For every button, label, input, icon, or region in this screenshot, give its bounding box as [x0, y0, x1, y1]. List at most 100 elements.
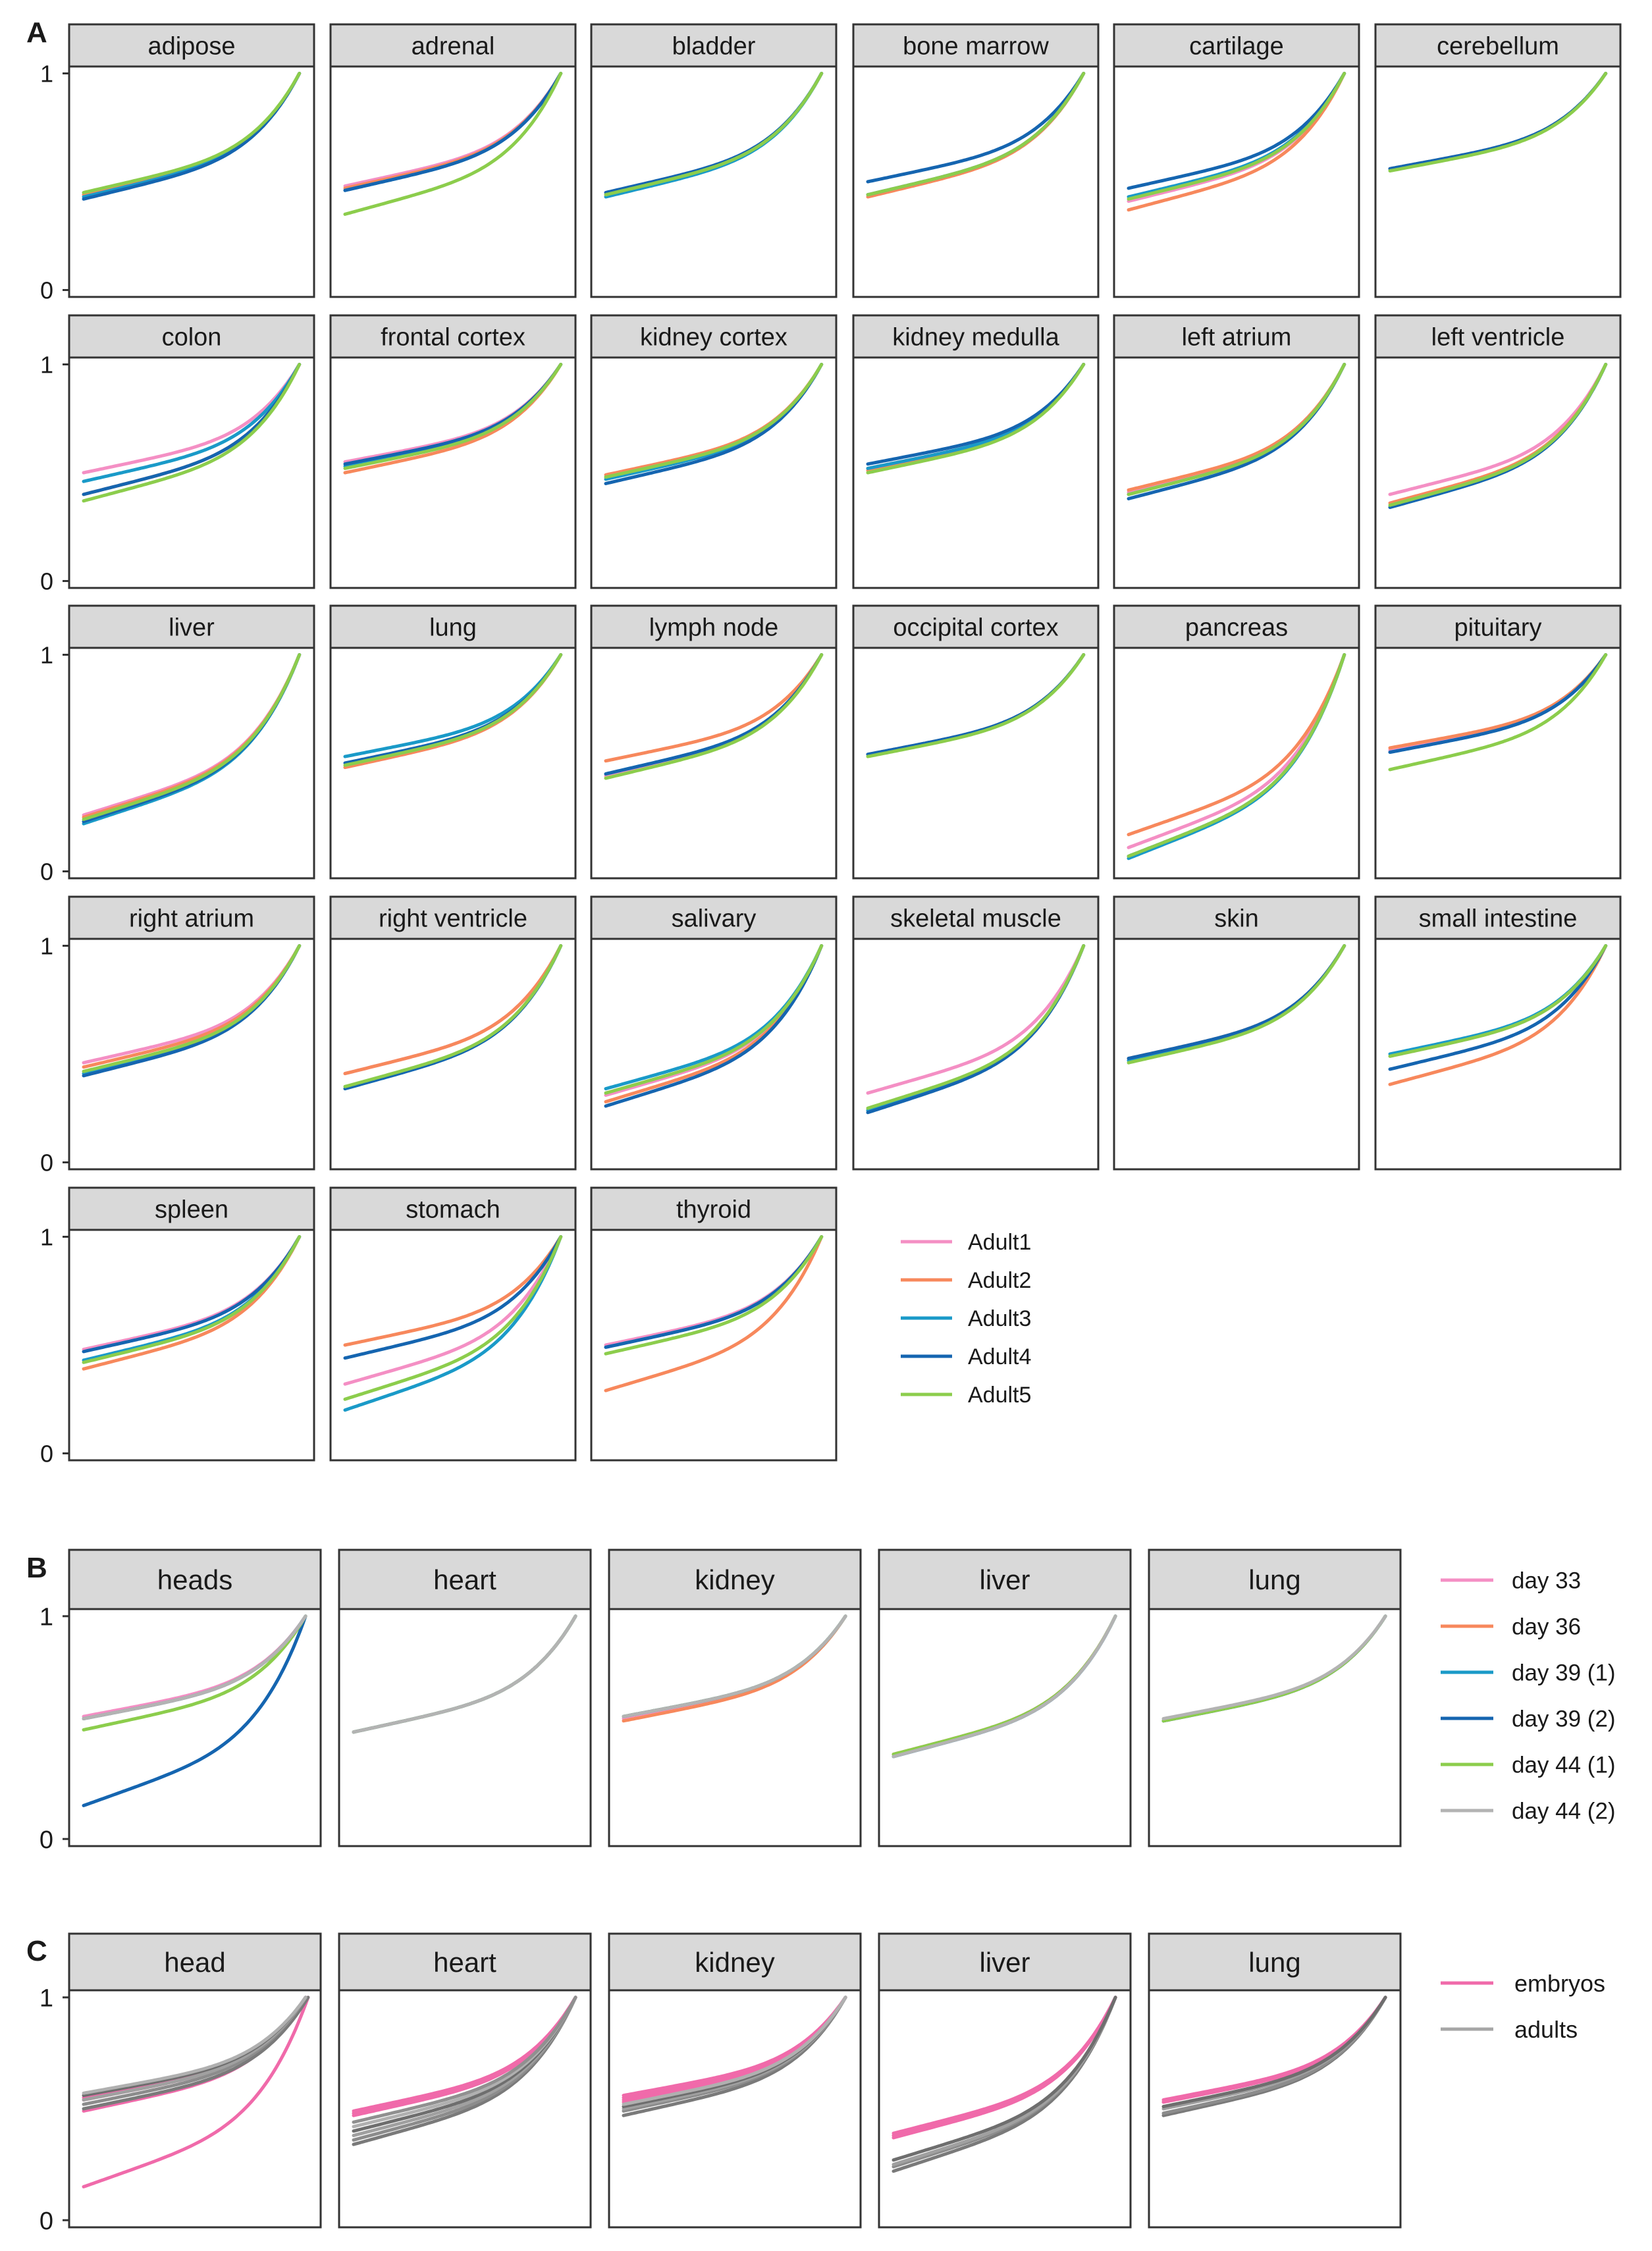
facet-strip-C-kidney: [608, 1932, 862, 1992]
facet-title-A-lymph-node: lymph node: [649, 614, 778, 642]
facet-title-A-skeletal-muscle: skeletal muscle: [890, 905, 1061, 933]
facet-strip-A-salivary: [590, 895, 838, 940]
curve-A-small-intestine-Adult4: [1388, 944, 1608, 1071]
curve-A-cartilage-Adult4: [1127, 72, 1346, 190]
curve-A-salivary-Adult5: [604, 944, 824, 1095]
y-tick-label-A-spleen-1: 1: [40, 1223, 53, 1250]
facet-title-C-lung: lung: [1248, 1947, 1300, 1978]
curve-C-head-embryos-1: [82, 1996, 310, 2188]
facet-strip-B-kidney: [608, 1549, 862, 1610]
facet-strip-B-lung: [1148, 1549, 1402, 1610]
facet-title-C-liver: liver: [979, 1947, 1030, 1978]
facet-strip-A-left-atrium: [1113, 314, 1360, 359]
legend-label-A-Adult3: Adult3: [968, 1306, 1031, 1331]
plot-panel-A-pancreas: [1113, 647, 1360, 880]
curve-A-spleen-Adult2: [82, 1235, 302, 1371]
facet-strip-A-thyroid: [590, 1186, 838, 1231]
facet-title-A-small-intestine: small intestine: [1419, 905, 1578, 933]
curve-A-adipose-Adult5: [82, 72, 302, 194]
curve-C-liver-adults-4: [892, 1996, 1117, 2162]
facet-strip-A-pancreas: [1113, 604, 1360, 649]
plot-panel-B-liver: [878, 1608, 1132, 1847]
curve-B-lung-day-44-2: [1161, 1614, 1387, 1720]
facet-title-A-bone-marrow: bone marrow: [903, 33, 1049, 61]
curve-A-pituitary-Adult4: [1388, 653, 1608, 754]
curve-A-left-ventricle-Adult1: [1388, 363, 1608, 496]
plot-panel-A-thyroid: [590, 1229, 838, 1462]
curve-A-occipital-cortex-Adult5: [866, 653, 1086, 758]
curve-C-head-adults-1: [82, 1996, 310, 2111]
facet-title-A-lung: lung: [429, 614, 477, 642]
legend-label-C-embryos: embryos: [1514, 1970, 1605, 1997]
legend-label-B-day-36: day 36: [1512, 1614, 1581, 1640]
curve-A-stomach-Adult4: [343, 1235, 563, 1360]
curve-B-kidney-day-44-2: [622, 1614, 847, 1718]
curve-B-heads-day-44-1: [82, 1614, 307, 1732]
curve-A-kidney-cortex-Adult4: [604, 363, 824, 485]
facet-strip-C-liver: [878, 1932, 1132, 1992]
curve-A-colon-Adult1: [82, 363, 302, 475]
facet-strip-A-liver: [68, 604, 315, 649]
curve-A-spleen-Adult5: [82, 1235, 302, 1364]
legend-label-A-Adult4: Adult4: [968, 1344, 1031, 1369]
legend-label-B-day-39-2: day 39 (2): [1512, 1707, 1616, 1732]
panel-label-C: C: [26, 1935, 47, 1967]
legend-label-C-adults: adults: [1514, 2016, 1578, 2043]
facet-title-B-lung: lung: [1248, 1564, 1300, 1595]
curve-A-lung-Adult3: [343, 653, 563, 758]
plot-panel-A-left-atrium: [1113, 356, 1360, 589]
facet-title-A-occipital-cortex: occipital cortex: [893, 614, 1058, 642]
facet-strip-A-lung: [329, 604, 577, 649]
y-tick-label-B-heads-1: 1: [40, 1603, 53, 1631]
curve-A-bone-marrow-Adult5: [866, 72, 1086, 197]
y-tick-label-B-heads-0: 0: [40, 1826, 53, 1854]
facet-strip-A-bone-marrow: [852, 23, 1100, 68]
facet-title-C-head: head: [164, 1947, 225, 1978]
facet-title-A-salivary: salivary: [672, 905, 757, 933]
curve-C-lung-embryos-3: [1161, 1996, 1387, 2102]
curve-A-stomach-Adult2: [343, 1235, 563, 1347]
curve-A-kidney-medulla-Adult4: [866, 363, 1086, 466]
facet-title-A-liver: liver: [169, 614, 215, 642]
y-tick-label-A-colon-0: 0: [40, 568, 53, 595]
curve-A-lymph-node-Adult5: [604, 653, 824, 780]
plot-panel-A-bone-marrow: [852, 65, 1100, 298]
curve-A-pancreas-Adult1: [1127, 653, 1346, 849]
plot-panel-A-skeletal-muscle: [852, 938, 1100, 1171]
curve-A-bladder-Adult5: [604, 72, 824, 197]
y-tick-label-A-colon-1: 1: [40, 351, 53, 378]
facet-title-A-adrenal: adrenal: [412, 33, 495, 61]
curve-A-thyroid-Adult4: [604, 1235, 824, 1349]
curve-A-colon-Adult5: [82, 363, 302, 503]
legend-label-B-day-39-1: day 39 (1): [1512, 1660, 1616, 1686]
curve-A-bone-marrow-Adult4: [866, 72, 1086, 184]
curve-A-colon-Adult3: [82, 363, 302, 483]
curve-A-right-atrium-Adult5: [82, 944, 302, 1073]
curve-A-right-ventricle-Adult2: [343, 944, 563, 1076]
curve-A-pancreas-Adult2: [1127, 653, 1346, 837]
plot-panel-A-colon: [68, 356, 315, 589]
facet-strip-A-cerebellum: [1374, 23, 1622, 68]
curve-B-heart-day-44-2: [352, 1614, 577, 1734]
facet-strip-C-head: [68, 1932, 322, 1992]
facet-title-A-spleen: spleen: [155, 1196, 228, 1224]
facet-title-A-stomach: stomach: [406, 1196, 500, 1224]
facet-title-B-heart: heart: [433, 1564, 496, 1595]
curve-A-cartilage-Adult2: [1127, 72, 1346, 212]
plot-panel-C-liver: [878, 1989, 1132, 2229]
curve-A-right-ventricle-Adult5: [343, 944, 563, 1088]
curve-A-thyroid-Adult2: [604, 1235, 824, 1392]
curve-A-liver-Adult5: [82, 653, 302, 821]
facet-title-A-kidney-cortex: kidney cortex: [640, 324, 787, 352]
plot-panel-A-bladder: [590, 65, 838, 298]
facet-title-A-left-atrium: left atrium: [1182, 324, 1292, 352]
curve-A-kidney-cortex-Adult5: [604, 363, 824, 479]
facet-strip-A-adipose: [68, 23, 315, 68]
facet-strip-A-occipital-cortex: [852, 604, 1100, 649]
facet-title-C-kidney: kidney: [695, 1947, 774, 1978]
facet-strip-C-lung: [1148, 1932, 1402, 1992]
curve-A-adrenal-Adult4: [343, 72, 563, 192]
curve-C-head-adults-5: [82, 1996, 307, 2095]
curve-C-kidney-adults-5: [622, 1996, 847, 2106]
curve-A-small-intestine-Adult2: [1388, 944, 1608, 1086]
